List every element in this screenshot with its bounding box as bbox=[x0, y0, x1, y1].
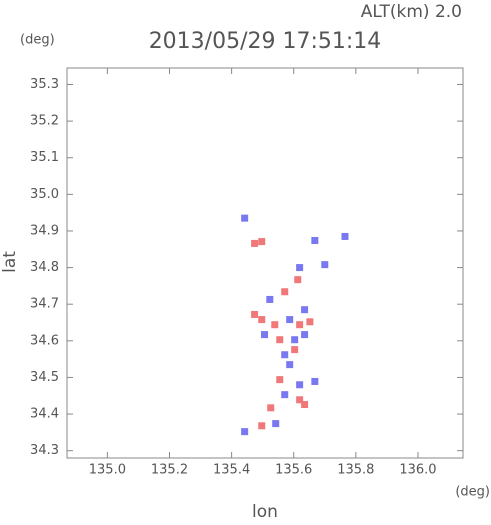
x-tick-label: 135.6 bbox=[275, 463, 312, 478]
y-tick-label: 35.2 bbox=[30, 114, 59, 129]
y-tick-label: 34.6 bbox=[30, 333, 59, 348]
x-label: lon bbox=[252, 502, 278, 521]
data-point bbox=[267, 404, 275, 412]
data-point bbox=[261, 331, 269, 339]
data-point bbox=[271, 321, 279, 329]
data-point bbox=[291, 346, 299, 354]
data-point bbox=[258, 238, 266, 246]
data-point bbox=[301, 401, 309, 409]
data-point bbox=[311, 236, 319, 244]
y-tick-label: 34.4 bbox=[30, 407, 59, 422]
y-tick-label: 35.1 bbox=[30, 150, 59, 165]
data-point bbox=[291, 336, 299, 344]
data-point bbox=[296, 321, 304, 329]
data-point bbox=[266, 295, 274, 303]
y-tick-label: 34.7 bbox=[30, 297, 59, 312]
data-point bbox=[272, 420, 280, 428]
data-point bbox=[281, 391, 289, 399]
data-point bbox=[251, 310, 259, 318]
x-tick-label: 136.0 bbox=[399, 463, 436, 478]
data-point bbox=[281, 288, 289, 296]
y-tick-label: 34.8 bbox=[30, 260, 59, 275]
annotation: ALT(km) 2.0 bbox=[361, 2, 462, 22]
data-point bbox=[321, 261, 329, 269]
data-point bbox=[251, 239, 259, 247]
data-point bbox=[258, 422, 266, 430]
x-tick-label: 135.0 bbox=[89, 463, 126, 478]
data-point bbox=[296, 396, 304, 404]
data-point bbox=[341, 232, 349, 240]
data-point bbox=[286, 361, 294, 369]
data-point bbox=[281, 351, 289, 359]
data-point bbox=[296, 381, 304, 389]
data-point bbox=[276, 376, 284, 384]
data-point bbox=[311, 377, 319, 385]
plot-frame bbox=[66, 67, 464, 459]
x-tick-label: 135.4 bbox=[213, 463, 250, 478]
y-label: lat bbox=[0, 251, 20, 273]
data-point bbox=[276, 336, 284, 344]
data-point bbox=[241, 428, 249, 436]
data-point bbox=[306, 318, 314, 326]
data-point bbox=[258, 316, 266, 324]
x-tick-label: 135.2 bbox=[151, 463, 188, 478]
data-point bbox=[296, 264, 304, 272]
chart-title: 2013/05/29 17:51:14 bbox=[149, 29, 382, 54]
data-point bbox=[294, 276, 302, 284]
x-unit: (deg) bbox=[455, 485, 490, 500]
data-point bbox=[241, 214, 249, 222]
y-tick-label: 34.9 bbox=[30, 223, 59, 238]
y-tick-label: 34.5 bbox=[30, 370, 59, 385]
y-tick-label: 35.3 bbox=[30, 77, 59, 92]
data-point bbox=[301, 306, 309, 314]
y-unit: (deg) bbox=[20, 33, 55, 48]
data-point bbox=[301, 331, 309, 339]
x-tick-label: 135.8 bbox=[337, 463, 374, 478]
data-point bbox=[286, 316, 294, 324]
y-tick-label: 35.0 bbox=[30, 187, 59, 202]
y-tick-label: 34.3 bbox=[30, 443, 59, 458]
